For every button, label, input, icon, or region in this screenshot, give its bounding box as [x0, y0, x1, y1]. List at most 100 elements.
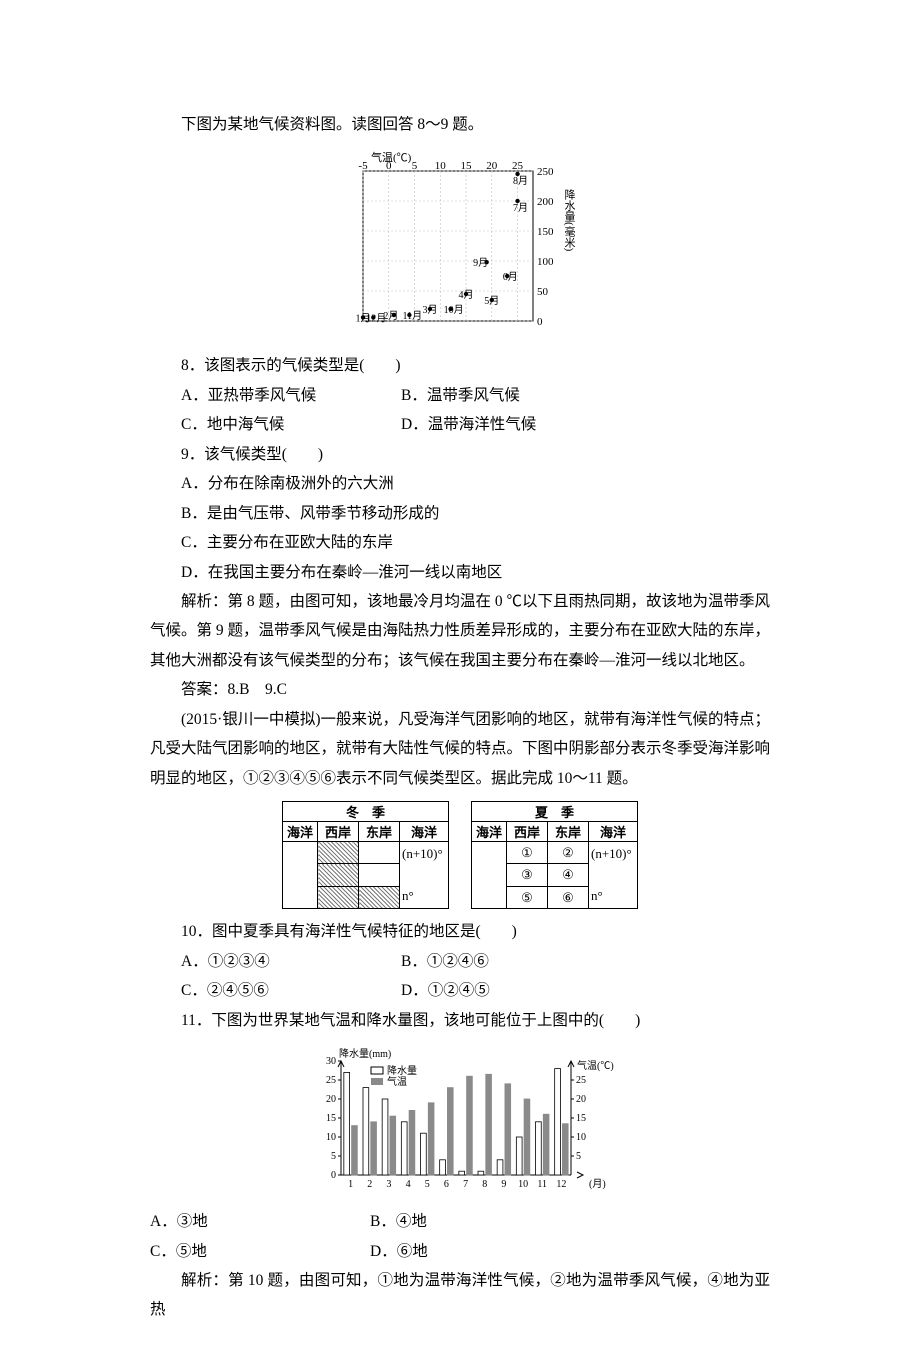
q10-B: B．①②④⑥ — [401, 947, 770, 976]
season-tables: 冬 季 海洋 西岸 东岸 海洋 (n+10)° n° — [150, 801, 770, 909]
q11-D: D．⑥地 — [370, 1237, 770, 1266]
q8-row1: A．亚热带季风气候 B．温带季风气候 — [150, 381, 770, 410]
summer-r1c2: ② — [548, 842, 589, 864]
svg-text:8月: 8月 — [513, 175, 528, 187]
svg-text:15: 15 — [461, 160, 473, 172]
svg-text:5: 5 — [331, 1151, 336, 1162]
q11-row2: C．⑤地 D．⑥地 — [150, 1237, 770, 1266]
summer-lat-bot: n° — [591, 888, 603, 903]
answer-1: 答案：8.B 9.C — [150, 675, 770, 704]
svg-text:25: 25 — [576, 1075, 586, 1086]
winter-col-3: 海洋 — [400, 822, 449, 842]
intro-2: (2015·银川一中模拟)一般来说，凡受海洋气团影响的地区，就带有海洋性气候的特… — [150, 705, 770, 793]
summer-col-2: 东岸 — [548, 822, 589, 842]
winter-col-1: 西岸 — [318, 822, 359, 842]
winter-lat-bot: n° — [402, 888, 414, 903]
q8-text: 8．该图表示的气候类型是( ) — [150, 351, 770, 380]
intro-text: 下图为某地气候资料图。读图回答 8～9 题。 — [150, 110, 770, 139]
svg-text:气温: 气温 — [387, 1075, 407, 1088]
q10-C: C．②④⑤⑥ — [150, 976, 401, 1005]
winter-r1c2 — [359, 842, 400, 864]
svg-text:30: 30 — [326, 1056, 336, 1067]
q8-C: C．地中海气候 — [150, 410, 401, 439]
winter-r1c1 — [318, 842, 359, 864]
svg-text:3: 3 — [386, 1179, 391, 1190]
svg-text:0: 0 — [386, 160, 392, 172]
svg-text:6: 6 — [444, 1179, 449, 1190]
chart-2: 051015202530510152025123456789101112(月)降… — [150, 1045, 770, 1195]
q10-row2: C．②④⑤⑥ D．①②④⑤ — [150, 976, 770, 1005]
svg-text:200: 200 — [537, 196, 554, 208]
svg-text:降水量(毫米): 降水量(毫米) — [563, 188, 575, 252]
svg-text:5: 5 — [425, 1179, 430, 1190]
svg-text:0: 0 — [537, 316, 543, 328]
summer-col-1: 西岸 — [507, 822, 548, 842]
q11-B: B．④地 — [370, 1207, 770, 1236]
explain-1: 解析：第 8 题，由图可知，该地最冷月均温在 0 ℃以下且雨热同期，故该地为温带… — [150, 587, 770, 675]
svg-text:气温(℃): 气温(℃) — [577, 1059, 614, 1072]
q10-row1: A．①②③④ B．①②④⑥ — [150, 947, 770, 976]
q10-A: A．①②③④ — [150, 947, 401, 976]
svg-text:15: 15 — [576, 1113, 586, 1124]
svg-text:10月: 10月 — [444, 304, 464, 316]
chart-1: 气温(℃)-50510152025050100150200250降水量(毫米)1… — [150, 149, 770, 339]
winter-col-0: 海洋 — [283, 822, 318, 842]
q9-text: 9．该气候类型( ) — [150, 440, 770, 469]
svg-text:2: 2 — [367, 1179, 372, 1190]
svg-text:10: 10 — [326, 1132, 336, 1143]
svg-text:(月): (月) — [589, 1178, 606, 1190]
svg-text:11月: 11月 — [403, 310, 423, 322]
svg-text:3月: 3月 — [422, 304, 437, 316]
svg-text:1: 1 — [348, 1179, 353, 1190]
svg-text:50: 50 — [537, 286, 549, 298]
summer-table: 夏 季 海洋 西岸 东岸 海洋 ① ② (n+10)° n° ③ ④ — [471, 801, 638, 909]
exam-page: 下图为某地气候资料图。读图回答 8～9 题。 气温(℃)-50510152025… — [0, 0, 920, 1365]
summer-ocean-right: (n+10)° n° — [589, 842, 638, 909]
winter-r3c2 — [359, 886, 400, 908]
summer-r1c1: ① — [507, 842, 548, 864]
svg-text:8: 8 — [482, 1179, 487, 1190]
summer-col-3: 海洋 — [589, 822, 638, 842]
svg-text:7月: 7月 — [513, 202, 528, 214]
winter-r2c2 — [359, 864, 400, 886]
svg-text:11: 11 — [537, 1179, 547, 1190]
q11-text: 11．下图为世界某地气温和降水量图，该地可能位于上图中的( ) — [150, 1006, 770, 1035]
explain-2: 解析：第 10 题，由图可知，①地为温带海洋性气候，②地为温带季风气候，④地为亚… — [150, 1266, 770, 1325]
svg-text:6月: 6月 — [503, 271, 518, 283]
q9-D: D．在我国主要分布在秦岭—淮河一线以南地区 — [150, 558, 770, 587]
svg-text:10: 10 — [576, 1132, 586, 1143]
svg-text:10: 10 — [435, 160, 447, 172]
q8-row2: C．地中海气候 D．温带海洋性气候 — [150, 410, 770, 439]
summer-lat-top: (n+10)° — [591, 846, 632, 861]
summer-r2c2: ④ — [548, 864, 589, 886]
winter-title: 冬 季 — [283, 802, 449, 822]
q10-D: D．①②④⑤ — [401, 976, 770, 1005]
svg-text:5: 5 — [412, 160, 418, 172]
winter-r2c1 — [318, 864, 359, 886]
winter-col-2: 东岸 — [359, 822, 400, 842]
q11-C: C．⑤地 — [150, 1237, 370, 1266]
svg-text:4: 4 — [406, 1179, 411, 1190]
svg-text:5: 5 — [576, 1151, 581, 1162]
svg-text:9: 9 — [501, 1179, 506, 1190]
q10-text: 10．图中夏季具有海洋性气候特征的地区是( ) — [150, 917, 770, 946]
summer-r2c1: ③ — [507, 864, 548, 886]
winter-ocean-right: (n+10)° n° — [400, 842, 449, 909]
svg-text:10: 10 — [518, 1179, 528, 1190]
svg-text:4月: 4月 — [459, 289, 474, 301]
q11-A: A．③地 — [150, 1207, 370, 1236]
svg-text:-5: -5 — [358, 160, 368, 172]
q9-C: C．主要分布在亚欧大陆的东岸 — [150, 528, 770, 557]
summer-title: 夏 季 — [472, 802, 638, 822]
q9-A: A．分布在除南极洲外的六大洲 — [150, 469, 770, 498]
q8-B: B．温带季风气候 — [401, 381, 770, 410]
svg-text:0: 0 — [331, 1170, 336, 1181]
svg-text:降水量(mm): 降水量(mm) — [339, 1047, 391, 1060]
svg-text:5月: 5月 — [484, 295, 499, 307]
svg-text:7: 7 — [463, 1179, 468, 1190]
winter-ocean-left — [283, 842, 318, 909]
svg-text:12: 12 — [556, 1179, 566, 1190]
svg-text:25: 25 — [326, 1075, 336, 1086]
summer-ocean-left — [472, 842, 507, 909]
svg-text:100: 100 — [537, 256, 554, 268]
